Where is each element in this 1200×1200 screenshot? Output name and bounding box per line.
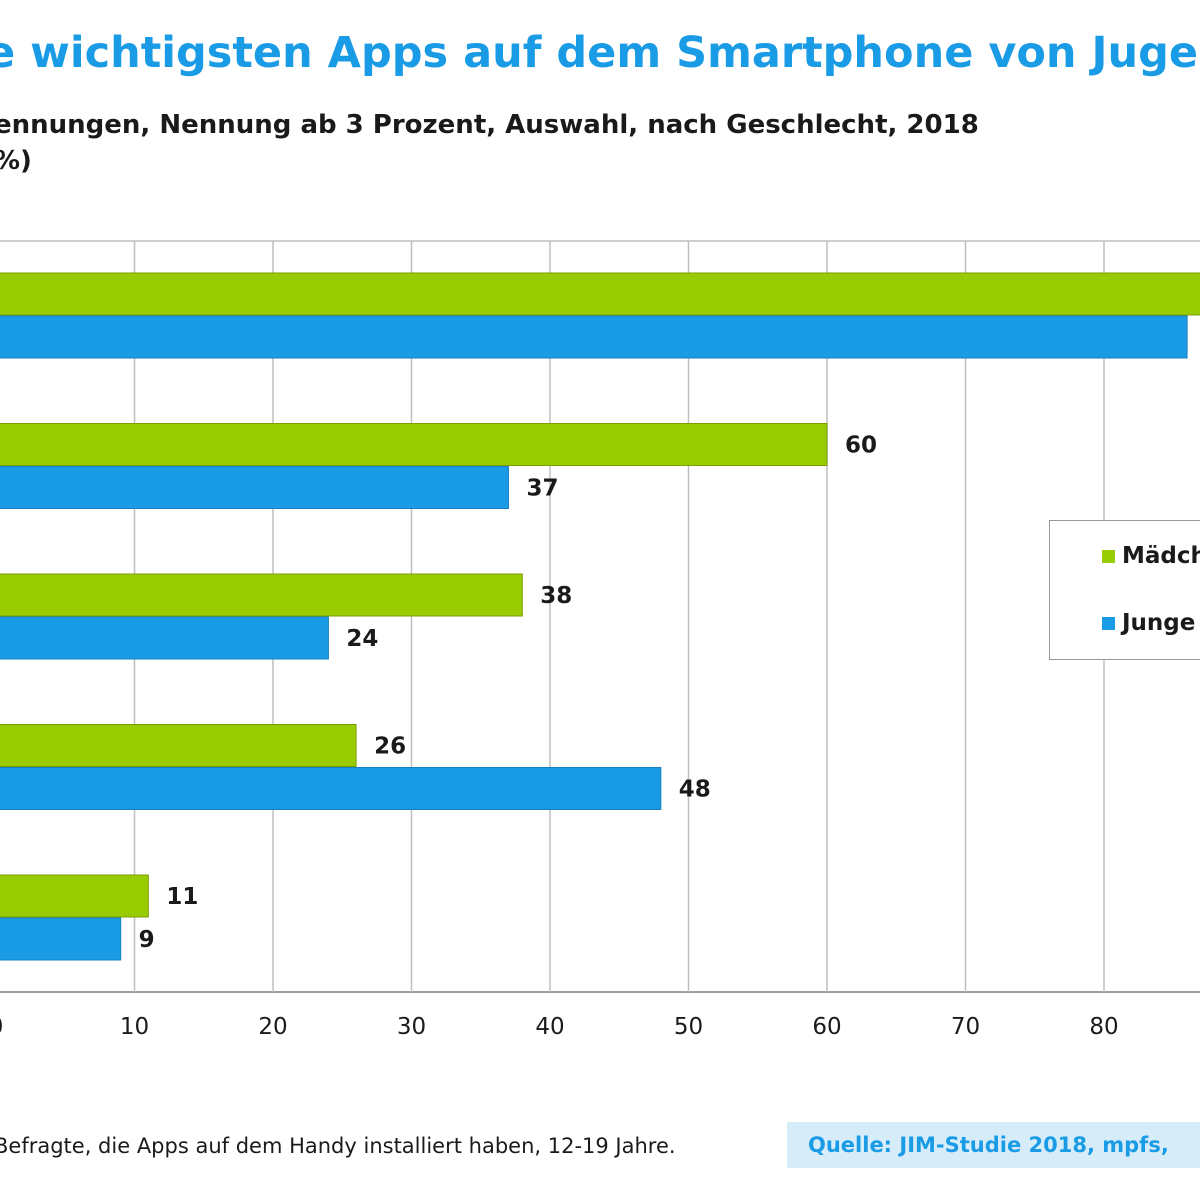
bar-boys [0,917,122,961]
bar-boys [0,315,1188,359]
footnote: Befragte, die Apps auf dem Handy install… [0,1134,676,1158]
bars [0,272,1200,961]
value-label: 38 [540,583,572,609]
value-labels: 60 38 26 11 37 24 48 9 [139,433,877,954]
bar-boys [0,616,329,660]
legend: Mädch Junge [1049,520,1200,660]
chart-subtitle: ennungen, Nennung ab 3 Prozent, Auswahl,… [0,110,979,140]
value-label: 37 [526,476,558,502]
bar-girls [0,573,523,617]
value-label: 26 [374,734,406,760]
bar-girls [0,724,357,767]
x-tick-label: 30 [397,1014,426,1040]
legend-item-girls: Mädch [1102,543,1200,569]
legend-label-boys: Junge [1122,610,1196,636]
bar-chart: 60 38 26 11 37 24 48 9 0 10 20 30 40 50 60 70 80 [0,240,1200,1040]
value-label: 9 [139,927,155,953]
x-tick-label: 60 [812,1014,841,1040]
value-label: 60 [845,433,877,459]
bar-boys [0,466,509,509]
x-tick-label: 40 [535,1014,564,1040]
x-tick-label: 50 [674,1014,703,1040]
value-label: 48 [679,777,711,803]
bar-boys [0,767,662,810]
bar-girls [0,423,828,466]
x-tick-label: 80 [1089,1014,1118,1040]
chart-title: e wichtigsten Apps auf dem Smartphone vo… [0,28,1199,78]
bar-girls [0,272,1200,316]
legend-item-boys: Junge [1102,610,1195,636]
x-tick-label: 70 [951,1014,980,1040]
unit-label: %) [0,146,32,176]
source-label: Quelle: JIM-Studie 2018, mpfs, [808,1133,1169,1157]
source-box: Quelle: JIM-Studie 2018, mpfs, [787,1122,1200,1168]
x-tick-label: 0 [0,1014,3,1040]
x-tick-label: 10 [120,1014,149,1040]
legend-swatch-boys [1102,616,1115,630]
legend-label-girls: Mädch [1122,543,1200,569]
x-axis-ticks: 0 10 20 30 40 50 60 70 80 [0,1014,1119,1040]
x-tick-label: 20 [258,1014,287,1040]
legend-swatch-girls [1102,549,1115,563]
value-label: 11 [166,884,198,910]
bar-girls [0,874,149,918]
value-label: 24 [346,626,378,652]
